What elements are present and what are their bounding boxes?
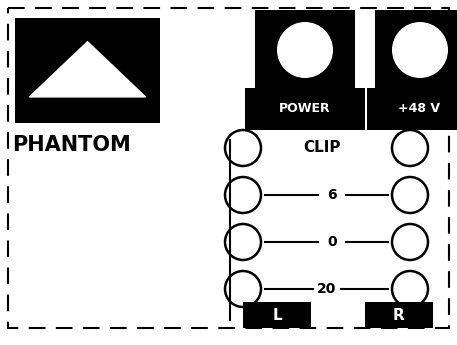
Bar <box>255 10 355 90</box>
Circle shape <box>225 177 261 213</box>
Text: R: R <box>393 307 405 323</box>
Text: POWER: POWER <box>279 102 331 116</box>
Text: +48 V: +48 V <box>399 102 441 116</box>
Circle shape <box>225 271 261 307</box>
Text: CLIP: CLIP <box>303 140 341 156</box>
Circle shape <box>225 224 261 260</box>
Text: 20: 20 <box>317 282 337 296</box>
Circle shape <box>392 224 428 260</box>
Circle shape <box>392 22 448 78</box>
Bar <box>375 10 457 90</box>
Text: PHANTOM: PHANTOM <box>12 135 131 155</box>
Polygon shape <box>30 42 145 97</box>
Circle shape <box>392 177 428 213</box>
Circle shape <box>225 130 261 166</box>
Text: 6: 6 <box>327 188 337 202</box>
Circle shape <box>392 271 428 307</box>
Bar <box>15 18 160 123</box>
Circle shape <box>392 130 428 166</box>
Bar <box>243 302 311 328</box>
Text: L: L <box>272 307 282 323</box>
Circle shape <box>277 22 333 78</box>
Bar <box>245 88 365 130</box>
Bar <box>365 302 433 328</box>
Text: 0: 0 <box>327 235 337 249</box>
Bar <box>367 88 457 130</box>
